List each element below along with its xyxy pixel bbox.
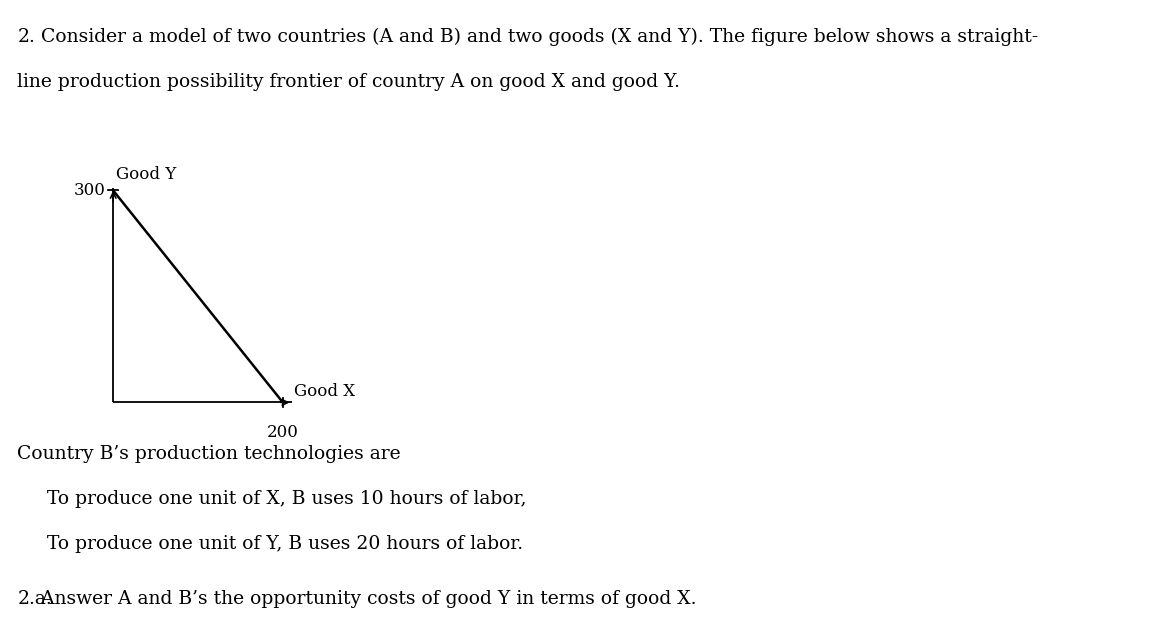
Text: line production possibility frontier of country A on good X and good Y.: line production possibility frontier of … [17,73,681,92]
Text: 300: 300 [74,182,106,199]
Text: Answer A and B’s the opportunity costs of good Y in terms of good X.: Answer A and B’s the opportunity costs o… [17,589,697,608]
Text: Consider a model of two countries (A and B) and two goods (X and Y). The figure : Consider a model of two countries (A and… [17,28,1039,46]
Text: Good Y: Good Y [115,166,176,183]
Text: To produce one unit of Y, B uses 20 hours of labor.: To produce one unit of Y, B uses 20 hour… [17,535,523,554]
Text: Country B’s production technologies are: Country B’s production technologies are [17,445,401,463]
Text: Good X: Good X [295,382,356,399]
Text: 2.: 2. [17,28,36,46]
Text: 200: 200 [267,424,298,441]
Text: To produce one unit of X, B uses 10 hours of labor,: To produce one unit of X, B uses 10 hour… [17,490,526,508]
Text: 2.a.: 2.a. [17,589,52,608]
